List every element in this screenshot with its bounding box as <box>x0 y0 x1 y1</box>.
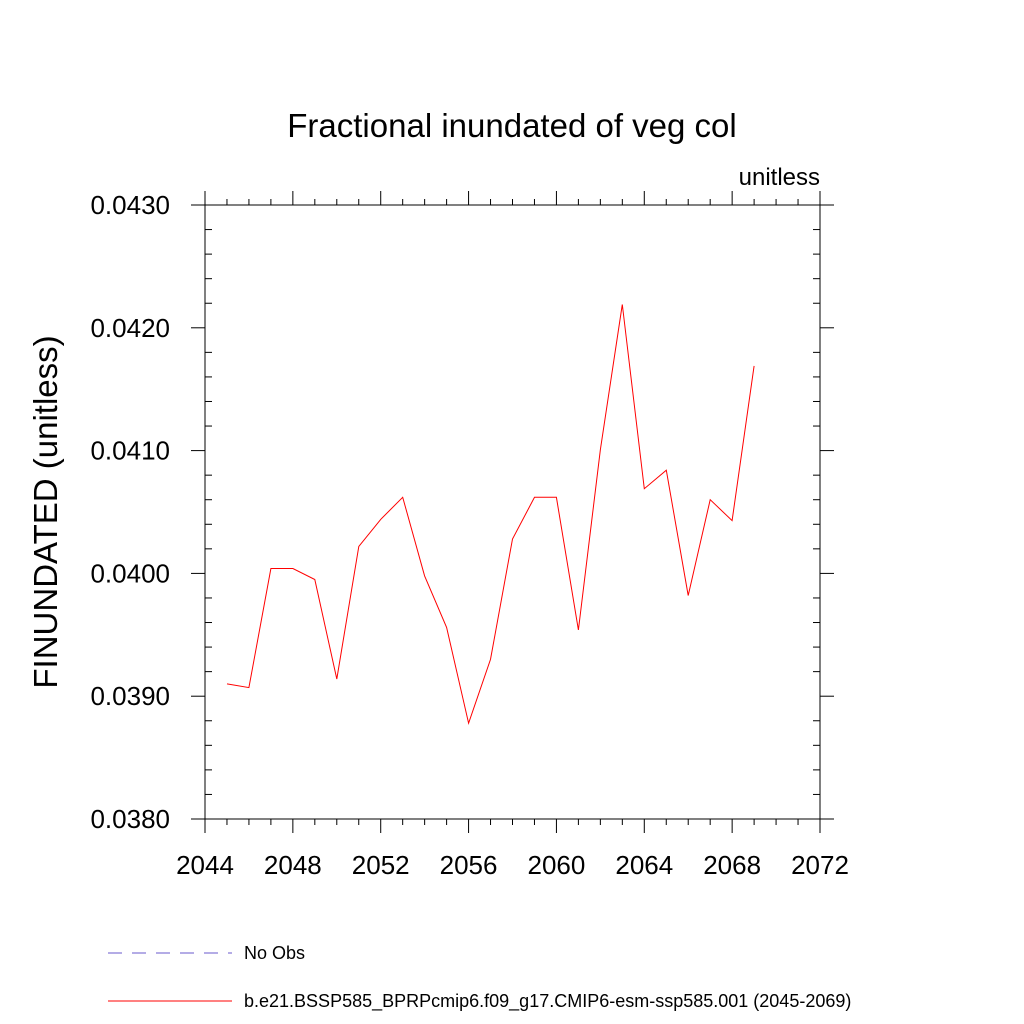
y-tick-label: 0.0410 <box>90 436 170 466</box>
x-tick-label: 2068 <box>703 850 761 880</box>
x-tick-label: 2064 <box>615 850 673 880</box>
x-tick-label: 2044 <box>176 850 234 880</box>
y-tick-labels: 0.0380 0.0390 0.0400 0.0410 0.0420 0.0430 <box>90 190 170 834</box>
y-axis-label: FINUNDATED (unitless) <box>27 335 64 688</box>
x-tick-labels: 2044 2048 2052 2056 2060 2064 2068 2072 <box>176 850 849 880</box>
x-tick-label: 2072 <box>791 850 849 880</box>
legend: No Obs b.e21.BSSP585_BPRPcmip6.f09_g17.C… <box>108 943 851 1012</box>
axis-ticks <box>191 191 834 833</box>
x-tick-label: 2052 <box>352 850 410 880</box>
y-tick-label: 0.0390 <box>90 681 170 711</box>
y-tick-label: 0.0380 <box>90 804 170 834</box>
legend-label-model-run: b.e21.BSSP585_BPRPcmip6.f09_g17.CMIP6-es… <box>244 991 851 1012</box>
legend-label-no-obs: No Obs <box>244 943 305 963</box>
series-line <box>226 304 755 726</box>
y-tick-label: 0.0430 <box>90 190 170 220</box>
series-layer <box>226 304 755 726</box>
plot-frame <box>204 204 821 820</box>
units-label: unitless <box>739 164 820 191</box>
x-tick-label: 2056 <box>440 850 498 880</box>
x-tick-label: 2060 <box>528 850 586 880</box>
x-tick-label: 2048 <box>264 850 322 880</box>
y-tick-label: 0.0400 <box>90 558 170 588</box>
y-tick-label: 0.0420 <box>90 313 170 343</box>
chart-title: Fractional inundated of veg col <box>287 107 736 144</box>
